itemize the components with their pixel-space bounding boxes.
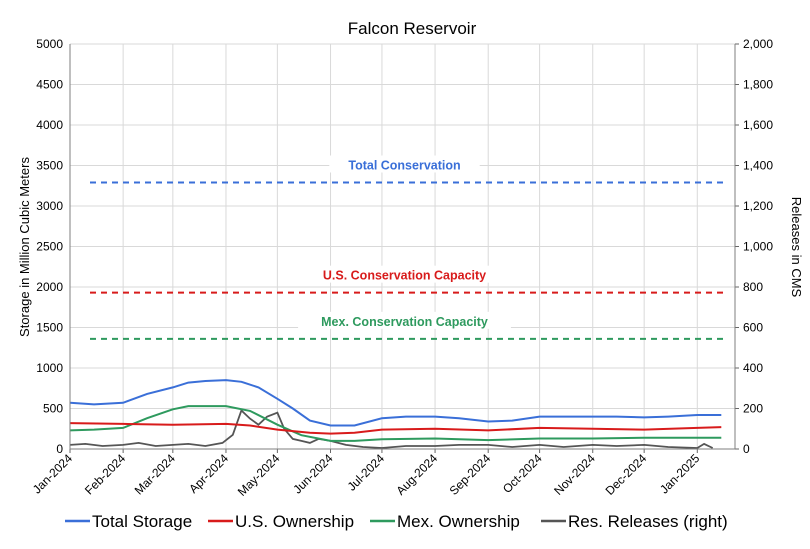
series-line-0 — [69, 379, 722, 427]
x-tick-label: Dec-2024 — [603, 451, 650, 498]
y2-tick-label: 1,400 — [743, 159, 773, 173]
y-tick-label: 0 — [56, 442, 63, 456]
y-tick-label: 3500 — [36, 159, 63, 173]
legend-label: Total Storage — [92, 512, 192, 531]
y-tick-label: 3000 — [36, 199, 63, 213]
y2-tick-label: 1,600 — [743, 118, 773, 132]
y2-tick-label: 0 — [743, 442, 750, 456]
x-tick-label: Jul-2024 — [345, 451, 388, 494]
y-axis-label: Storage in Million Cubic Meters — [17, 157, 32, 337]
x-tick-label: Jan-2024 — [30, 451, 76, 497]
chart-title: Falcon Reservoir — [348, 19, 477, 38]
y-tick-label: 1000 — [36, 361, 63, 375]
y2-tick-label: 1,200 — [743, 199, 773, 213]
series-lines — [69, 379, 722, 449]
y-tick-label: 4000 — [36, 118, 63, 132]
y2-tick-label: 800 — [743, 280, 763, 294]
x-tick-label: Nov-2024 — [551, 451, 598, 498]
x-tick-label: Feb-2024 — [82, 451, 128, 497]
y2-tick-label: 2,000 — [743, 37, 773, 51]
series-line-2 — [69, 405, 722, 442]
reference-lines: Total Conservation U.S. Conservation Capa… — [90, 155, 725, 340]
y2-axis-label: Releases in CMS — [789, 197, 804, 298]
reference-label-background — [298, 311, 511, 329]
y-tick-label: 2000 — [36, 280, 63, 294]
reference-label: Total Conservation — [348, 159, 460, 173]
x-tick-label: May-2024 — [235, 451, 283, 499]
y2-tick-label: 400 — [743, 361, 763, 375]
y-tick-label: 2500 — [36, 240, 63, 254]
reference-label-background — [298, 265, 511, 283]
x-tick-label: Mar-2024 — [132, 451, 178, 497]
y2-tick-label: 600 — [743, 321, 763, 335]
y-tick-label: 500 — [43, 402, 63, 416]
x-tick-label: Jan-2025 — [657, 451, 703, 497]
y-tick-label: 5000 — [36, 37, 63, 51]
x-tick-label: Oct-2024 — [500, 451, 545, 496]
legend: Total Storage U.S. Ownership Mex. Ownershi… — [65, 512, 728, 531]
legend-label: Res. Releases (right) — [568, 512, 728, 531]
y2-tick-label: 1,800 — [743, 78, 773, 92]
x-tick-label: Aug-2024 — [393, 451, 440, 498]
y-tick-label: 4500 — [36, 78, 63, 92]
y2-tick-label: 200 — [743, 402, 763, 416]
x-tick-label: Apr-2024 — [186, 451, 231, 496]
legend-label: Mex. Ownership — [397, 512, 520, 531]
reference-label-background — [329, 155, 480, 173]
legend-label: U.S. Ownership — [235, 512, 354, 531]
reference-label: Mex. Conservation Capacity — [321, 315, 488, 329]
y-tick-label: 1500 — [36, 321, 63, 335]
series-line-1 — [69, 422, 722, 435]
reference-label: U.S. Conservation Capacity — [323, 269, 486, 283]
y2-tick-label: 1,000 — [743, 240, 773, 254]
x-tick-label: Jun-2024 — [290, 451, 336, 497]
series-line-3 — [69, 408, 714, 449]
x-tick-label: Sep-2024 — [447, 451, 494, 498]
